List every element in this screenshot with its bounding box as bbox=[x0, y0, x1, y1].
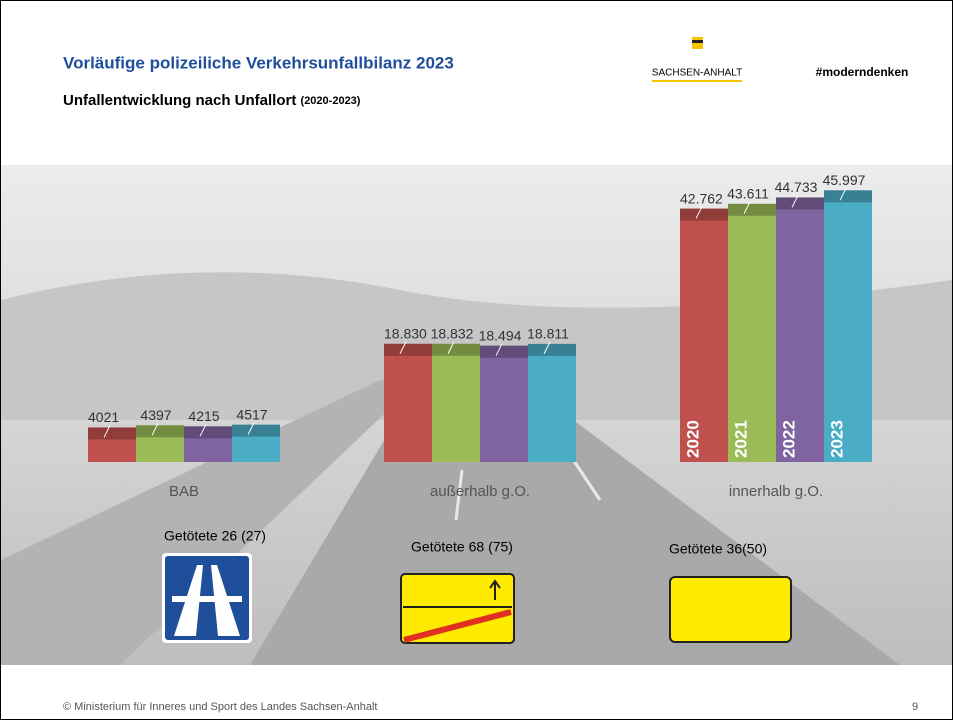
bar-cap bbox=[528, 343, 576, 356]
bar-cap bbox=[432, 343, 480, 356]
value-label: 45.997 bbox=[823, 172, 866, 188]
road-left bbox=[1, 380, 420, 665]
bar bbox=[824, 190, 872, 463]
label-leader bbox=[839, 188, 847, 201]
legend-label: 2022 bbox=[779, 420, 798, 458]
bar bbox=[480, 345, 528, 462]
autobahn-sign bbox=[162, 553, 252, 643]
category-label: innerhalb g.O. bbox=[729, 483, 823, 500]
bar bbox=[728, 203, 776, 462]
bar bbox=[88, 427, 136, 462]
bar-cap bbox=[680, 208, 728, 221]
label-leader bbox=[199, 424, 207, 437]
bar bbox=[776, 197, 824, 462]
legend-label: 2023 bbox=[827, 420, 846, 458]
bar-cap bbox=[480, 345, 528, 358]
label-leader bbox=[695, 206, 703, 219]
value-label: 44.733 bbox=[775, 179, 818, 195]
bar-cap bbox=[136, 425, 184, 438]
value-label: 18.832 bbox=[431, 325, 474, 341]
bar bbox=[232, 424, 280, 462]
legend-label: 2020 bbox=[683, 420, 702, 458]
bar-cap bbox=[384, 343, 432, 356]
label-leader bbox=[247, 422, 255, 435]
fatalities-label: Getötete 68 (75) bbox=[411, 539, 513, 555]
value-label: 18.830 bbox=[384, 325, 427, 341]
town-exit-sign bbox=[400, 573, 515, 644]
bar-cap bbox=[88, 427, 136, 440]
bar bbox=[680, 208, 728, 462]
bar bbox=[384, 343, 432, 462]
value-label: 4021 bbox=[88, 409, 119, 425]
subtitle: Unfallentwicklung nach Unfallort (2020-2… bbox=[63, 92, 361, 109]
label-leader bbox=[399, 341, 407, 354]
value-label: 18.494 bbox=[479, 327, 522, 343]
bar bbox=[528, 343, 576, 462]
label-leader bbox=[447, 341, 455, 354]
bar-cap bbox=[776, 197, 824, 210]
bar bbox=[432, 343, 480, 462]
fatalities-label: Getötete 36(50) bbox=[669, 541, 767, 557]
category-label: außerhalb g.O. bbox=[430, 483, 530, 500]
category-label: BAB bbox=[169, 483, 199, 500]
hashtag: #moderndenken bbox=[816, 65, 909, 79]
coat-of-arms-stripe bbox=[692, 40, 703, 43]
town-sign bbox=[669, 576, 792, 643]
bar bbox=[136, 425, 184, 462]
label-leader bbox=[495, 343, 503, 356]
bar-cap bbox=[728, 203, 776, 216]
fatalities-label: Getötete 26 (27) bbox=[164, 528, 266, 544]
subtitle-main: Unfallentwicklung nach Unfallort bbox=[63, 92, 296, 109]
value-label: 42.762 bbox=[680, 190, 723, 206]
label-leader bbox=[791, 195, 799, 208]
label-leader bbox=[543, 341, 551, 355]
title: Vorläufige polizeiliche Verkehrsunfallbi… bbox=[63, 53, 454, 72]
label-leader bbox=[743, 201, 751, 215]
logo-text: SACHSEN-ANHALT bbox=[652, 68, 742, 79]
bar-cap bbox=[232, 424, 280, 437]
value-label: 4517 bbox=[236, 406, 267, 422]
legend-label: 2021 bbox=[731, 420, 750, 458]
page-number: 9 bbox=[912, 701, 918, 713]
bar-cap bbox=[184, 426, 232, 439]
footer-copyright: © Ministerium für Inneres und Sport des … bbox=[63, 701, 377, 713]
label-leader bbox=[151, 423, 159, 436]
value-label: 4215 bbox=[188, 408, 219, 424]
label-leader bbox=[103, 425, 111, 438]
value-label: 43.611 bbox=[727, 185, 769, 201]
subtitle-note: (2020-2023) bbox=[301, 95, 361, 107]
bar bbox=[184, 426, 232, 462]
value-label: 18.811 bbox=[527, 326, 569, 342]
value-label: 4397 bbox=[140, 407, 171, 423]
bar-cap bbox=[824, 190, 872, 203]
